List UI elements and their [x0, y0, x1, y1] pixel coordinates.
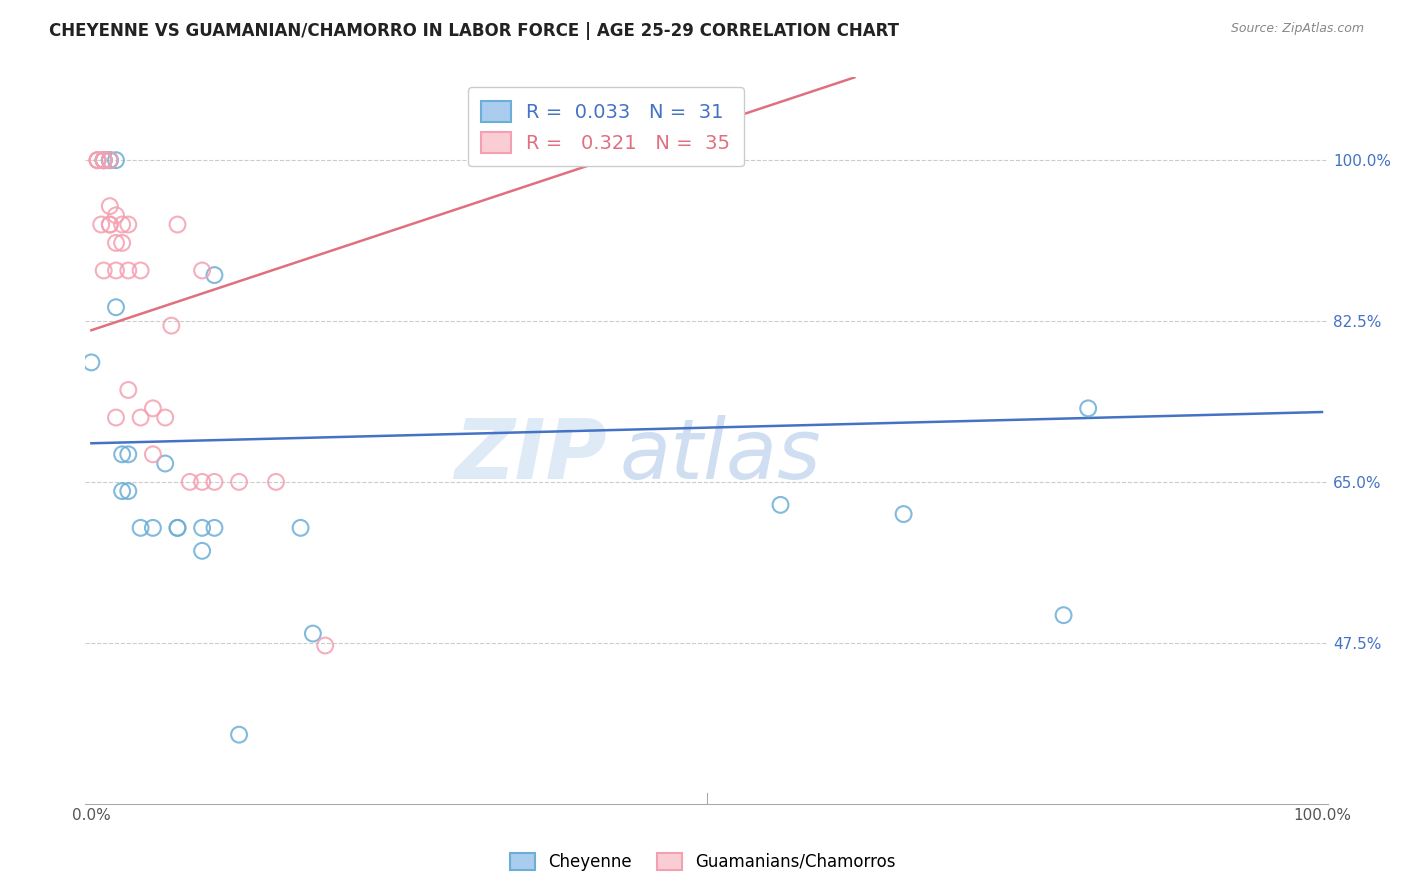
Point	[93, 153, 115, 168]
Point	[129, 521, 152, 535]
Point	[98, 153, 121, 168]
Point	[86, 153, 108, 168]
Point	[104, 235, 127, 250]
Point	[155, 410, 177, 425]
Point	[290, 521, 312, 535]
Point	[93, 153, 115, 168]
Point	[90, 218, 112, 232]
Point	[104, 153, 127, 168]
Point	[104, 410, 127, 425]
Point	[264, 475, 287, 489]
Point	[204, 268, 226, 282]
Point	[93, 153, 115, 168]
Point	[111, 447, 134, 461]
Point	[98, 153, 121, 168]
Point	[129, 263, 152, 277]
Point	[166, 521, 188, 535]
Point	[86, 153, 108, 168]
Point	[98, 218, 121, 232]
Point	[80, 355, 103, 369]
Point	[1052, 608, 1074, 623]
Text: Source: ZipAtlas.com: Source: ZipAtlas.com	[1230, 22, 1364, 36]
Point	[166, 218, 188, 232]
Point	[142, 447, 165, 461]
Text: ZIP: ZIP	[454, 415, 607, 496]
Point	[191, 263, 214, 277]
Point	[769, 498, 792, 512]
Point	[302, 626, 325, 640]
Point	[204, 521, 226, 535]
Point	[893, 507, 915, 521]
Point	[166, 521, 188, 535]
Point	[142, 401, 165, 416]
Point	[117, 447, 139, 461]
Point	[228, 475, 250, 489]
Point	[93, 153, 115, 168]
Point	[117, 218, 139, 232]
Text: atlas: atlas	[620, 415, 821, 496]
Legend: R =  0.033   N =  31, R =   0.321   N =  35: R = 0.033 N = 31, R = 0.321 N = 35	[468, 87, 744, 167]
Point	[191, 475, 214, 489]
Point	[93, 153, 115, 168]
Point	[228, 728, 250, 742]
Point	[86, 153, 108, 168]
Point	[155, 457, 177, 471]
Point	[191, 521, 214, 535]
Point	[111, 218, 134, 232]
Point	[111, 484, 134, 499]
Point	[204, 475, 226, 489]
Point	[117, 263, 139, 277]
Point	[160, 318, 183, 333]
Point	[191, 544, 214, 558]
Point	[98, 218, 121, 232]
Point	[117, 383, 139, 397]
Point	[93, 263, 115, 277]
Legend: Cheyenne, Guamanians/Chamorros: Cheyenne, Guamanians/Chamorros	[502, 845, 904, 880]
Point	[314, 639, 336, 653]
Point	[104, 263, 127, 277]
Point	[98, 199, 121, 213]
Point	[142, 521, 165, 535]
Point	[179, 475, 201, 489]
Point	[98, 153, 121, 168]
Point	[104, 208, 127, 222]
Point	[104, 300, 127, 314]
Point	[117, 484, 139, 499]
Point	[111, 235, 134, 250]
Point	[93, 153, 115, 168]
Point	[1077, 401, 1099, 416]
Text: CHEYENNE VS GUAMANIAN/CHAMORRO IN LABOR FORCE | AGE 25-29 CORRELATION CHART: CHEYENNE VS GUAMANIAN/CHAMORRO IN LABOR …	[49, 22, 900, 40]
Point	[129, 410, 152, 425]
